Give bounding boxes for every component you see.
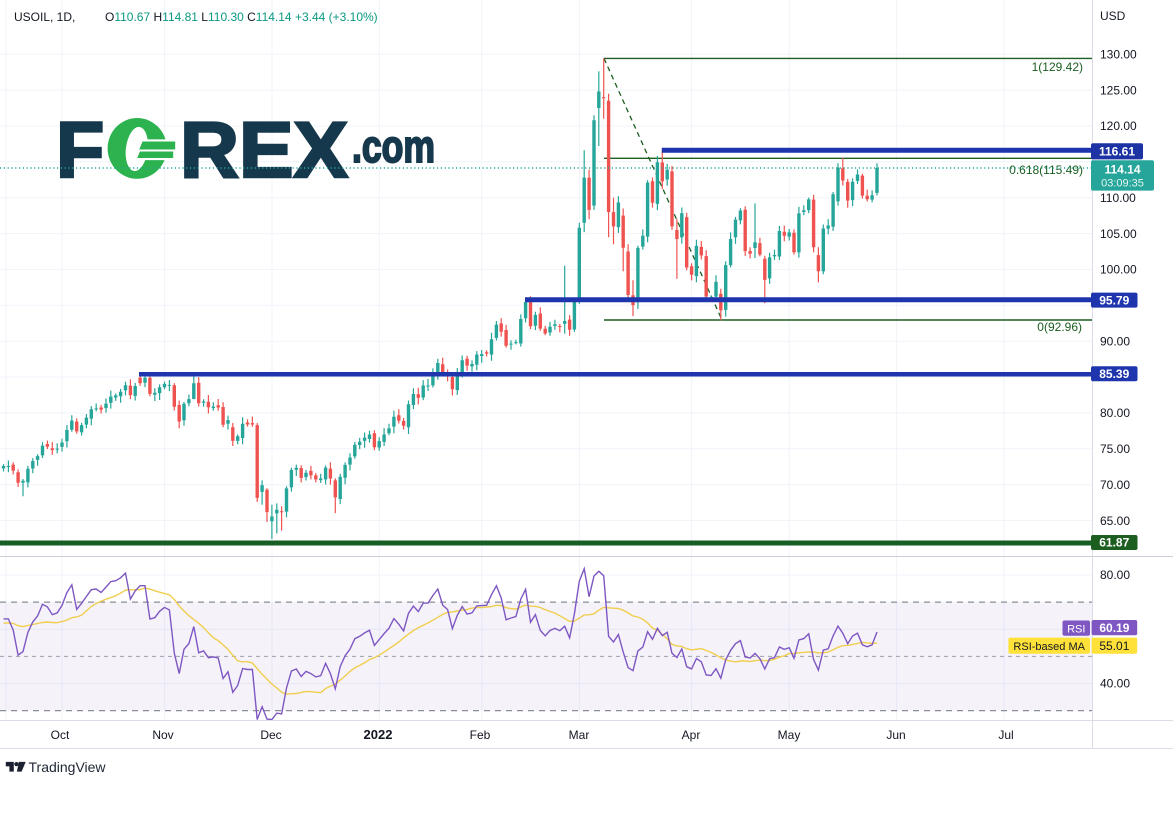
svg-text:61.87: 61.87 (1099, 536, 1129, 550)
svg-text:116.61: 116.61 (1099, 145, 1135, 159)
svg-text:USOIL, 1D,: USOIL, 1D, (14, 10, 75, 24)
svg-text:Feb: Feb (470, 728, 491, 742)
svg-text:Mar: Mar (569, 728, 590, 742)
svg-text:RSI-based MA: RSI-based MA (1013, 641, 1085, 653)
svg-text:Nov: Nov (152, 728, 173, 742)
svg-text:85.39: 85.39 (1099, 367, 1129, 381)
svg-text:100.00: 100.00 (1100, 263, 1137, 277)
svg-text:120.00: 120.00 (1100, 119, 1137, 133)
svg-text:95.79: 95.79 (1099, 293, 1129, 307)
svg-text:2022: 2022 (364, 727, 393, 742)
svg-text:90.00: 90.00 (1100, 334, 1130, 348)
svg-text:Apr: Apr (682, 728, 701, 742)
svg-text:.com: .com (352, 121, 435, 172)
svg-text:03:09:35: 03:09:35 (1101, 178, 1144, 190)
svg-text:TradingView: TradingView (29, 759, 107, 775)
svg-text:USD: USD (1100, 9, 1126, 23)
svg-text:40.00: 40.00 (1100, 677, 1130, 691)
svg-text:80.00: 80.00 (1100, 406, 1130, 420)
svg-text:105.00: 105.00 (1100, 227, 1137, 241)
svg-text:60.19: 60.19 (1099, 621, 1129, 635)
svg-text:75.00: 75.00 (1100, 442, 1130, 456)
svg-text:REX: REX (180, 105, 348, 194)
svg-text:65.00: 65.00 (1100, 514, 1130, 528)
svg-text:O110.67 H114.81 L110.30 C114.1: O110.67 H114.81 L110.30 C114.14 +3.44 (+… (105, 10, 378, 24)
svg-text:May: May (778, 728, 801, 742)
svg-text:1(129.42): 1(129.42) (1032, 60, 1083, 74)
svg-text:125.00: 125.00 (1100, 83, 1137, 97)
svg-text:80.00: 80.00 (1100, 568, 1130, 582)
svg-text:RSI: RSI (1067, 623, 1085, 635)
svg-text:55.01: 55.01 (1099, 639, 1129, 653)
svg-text:Dec: Dec (260, 728, 281, 742)
svg-text:Jul: Jul (998, 728, 1013, 742)
svg-text:Jun: Jun (886, 728, 905, 742)
svg-text:130.00: 130.00 (1100, 47, 1137, 61)
svg-text:Oct: Oct (51, 728, 70, 742)
svg-text:0.618(115.49): 0.618(115.49) (1009, 163, 1083, 177)
svg-text:70.00: 70.00 (1100, 478, 1130, 492)
svg-text:0(92.96): 0(92.96) (1037, 320, 1082, 334)
svg-text:F: F (56, 105, 104, 194)
svg-text:110.00: 110.00 (1100, 191, 1136, 205)
svg-text:114.14: 114.14 (1104, 162, 1140, 176)
